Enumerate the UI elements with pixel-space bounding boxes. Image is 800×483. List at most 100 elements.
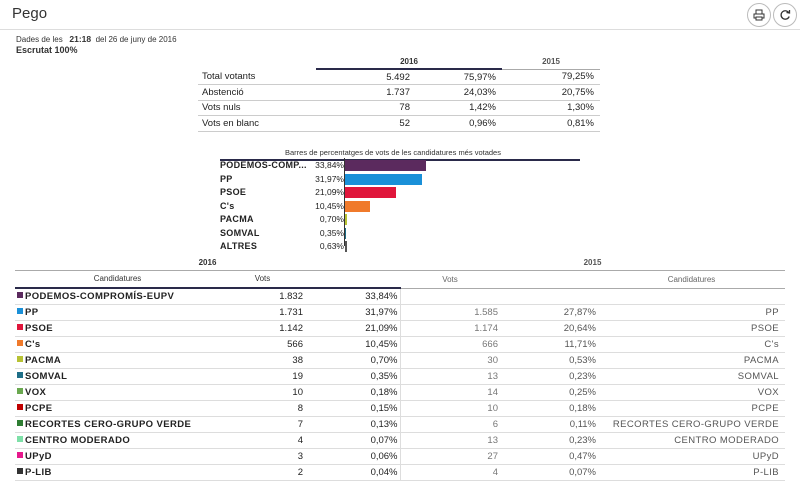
summary-pct-2015: 1,30% — [502, 100, 600, 116]
summary-pct-2015: 20,75% — [502, 84, 600, 101]
party-name-2016: PCPE — [15, 400, 220, 417]
bar-value-label: 0,70% — [319, 214, 344, 224]
print-icon — [753, 9, 765, 21]
party-name-2015: CENTRO MODERADO — [598, 432, 785, 449]
table-row: C's 566 10,45% 666 11,71% C's — [15, 336, 785, 353]
votes-2015: 13 — [399, 368, 500, 385]
votes-2016: 1.142 — [220, 320, 305, 337]
pct-2015: 0,11% — [500, 416, 598, 433]
table-row: P-LIB 2 0,04% 4 0,07% P-LIB — [15, 464, 785, 481]
bar-label: SOMVAL — [220, 227, 260, 238]
pct-2016: 33,84% — [305, 288, 400, 305]
party-color-swatch — [17, 387, 23, 394]
party-name-2015: PCPE — [598, 400, 785, 417]
bar — [345, 187, 396, 198]
bars-axis — [344, 158, 345, 246]
data-date: del 26 de juny de 2016 — [95, 35, 177, 44]
party-color-swatch — [17, 339, 23, 346]
pct-2016: 31,97% — [305, 304, 400, 321]
print-button[interactable] — [747, 3, 771, 27]
bar — [345, 200, 371, 212]
votes-2015: 4 — [399, 464, 500, 481]
party-name-2015: C's — [598, 336, 785, 353]
refresh-button[interactable] — [773, 3, 797, 27]
table-row: UPyD 3 0,06% 27 0,47% UPyD — [15, 448, 785, 465]
bar — [345, 241, 347, 252]
pct-2015: 0,47% — [500, 448, 598, 465]
pct-2016: 10,45% — [305, 336, 400, 353]
bar-label: PSOE — [220, 187, 247, 197]
summary-pct-2015: 79,25% — [502, 69, 600, 85]
summary-votes-2016: 78 — [316, 100, 416, 116]
party-name-2015: SOMVAL — [598, 368, 785, 385]
table-row: PSOE 1.142 21,09% 1.174 20,64% PSOE — [15, 320, 785, 337]
bar-label: ALTRES — [220, 241, 258, 251]
party-color-swatch — [17, 451, 23, 458]
pct-2015: 0,23% — [500, 432, 598, 449]
top-bar: Pego — [0, 0, 800, 30]
pct-2015: 20,64% — [500, 320, 598, 337]
votes-2016: 566 — [220, 336, 305, 353]
party-name-2016: PP — [15, 304, 220, 321]
party-name-2016: C's — [15, 336, 220, 353]
votes-2015: 1.585 — [399, 304, 500, 321]
summary-label: Vots nuls — [198, 100, 316, 116]
bar-label: PACMA — [220, 214, 254, 224]
summary-pct-2016: 0,96% — [416, 115, 502, 132]
pct-2016: 0,07% — [305, 432, 400, 449]
summary-votes-2016: 52 — [316, 115, 416, 132]
party-name-2015: P-LIB — [598, 464, 785, 481]
bar — [345, 160, 427, 171]
pct-2016: 0,35% — [305, 368, 400, 385]
bar-value-label: 21,09% — [315, 187, 344, 197]
votes-2016: 7 — [220, 416, 305, 433]
bar-value-label: 0,63% — [319, 241, 344, 251]
summary-row: Vots en blanc 52 0,96% 0,81% — [198, 115, 600, 132]
bar-value-label: 0,35% — [319, 227, 344, 238]
table-row: RECORTES CERO-GRUPO VERDE 7 0,13% 6 0,11% REC… — [15, 416, 785, 433]
pct-2015: 0,53% — [500, 352, 598, 369]
party-name-2015: UPyD — [598, 448, 785, 465]
col-vots-2015: Vots — [400, 269, 500, 289]
votes-2015: 1.174 — [399, 320, 500, 337]
party-name-2015: VOX — [598, 384, 785, 401]
bar — [345, 173, 422, 185]
party-color-swatch — [17, 419, 23, 426]
party-name-2016: VOX — [15, 384, 220, 401]
pct-2015: 0,25% — [500, 384, 598, 401]
summary-row: Abstenció 1.737 24,03% 20,75% — [198, 84, 600, 101]
pct-2016: 0,70% — [305, 352, 400, 369]
col-candidatures-2016: Candidatures — [15, 269, 220, 289]
party-name-2016: PACMA — [15, 352, 220, 369]
summary-table: 2016 2015 Total votants 5.492 75,97% 79,25%… — [198, 55, 600, 132]
party-color-swatch — [17, 291, 23, 298]
party-name-2015: RECORTES CERO-GRUPO VERDE — [598, 416, 785, 433]
party-name-2016: PODEMOS-COMPROMÍS-EUPV — [15, 288, 220, 305]
data-prefix: Dades de les — [16, 35, 63, 44]
pct-2016: 0,06% — [305, 448, 400, 465]
summary-label: Total votants — [198, 69, 316, 85]
pct-2016: 0,13% — [305, 416, 400, 433]
pct-2015: 0,07% — [500, 464, 598, 481]
bar — [345, 214, 347, 225]
table-row: PP 1.731 31,97% 1.585 27,87% PP — [15, 304, 785, 321]
pct-2015: 0,18% — [500, 400, 598, 417]
votes-2016: 2 — [220, 464, 305, 481]
votes-2015: 14 — [399, 384, 500, 401]
votes-2016: 3 — [220, 448, 305, 465]
pct-2016: 21,09% — [305, 320, 400, 337]
party-color-swatch — [17, 371, 23, 378]
votes-2015 — [399, 288, 500, 305]
summary-votes-2016: 5.492 — [316, 69, 416, 85]
pct-2016: 0,15% — [305, 400, 400, 417]
results-year-2015: 2015 — [583, 258, 602, 268]
party-name-2016: CENTRO MODERADO — [15, 432, 220, 449]
votes-2015: 666 — [399, 336, 500, 353]
summary-label: Vots en blanc — [198, 115, 316, 132]
bar-value-label: 10,45% — [315, 200, 344, 211]
summary-votes-2016: 1.737 — [316, 84, 416, 101]
pct-2015: 0,23% — [500, 368, 598, 385]
bar-value-label: 31,97% — [315, 173, 344, 184]
summary-row: Total votants 5.492 75,97% 79,25% — [198, 69, 600, 85]
party-color-swatch — [17, 355, 23, 362]
